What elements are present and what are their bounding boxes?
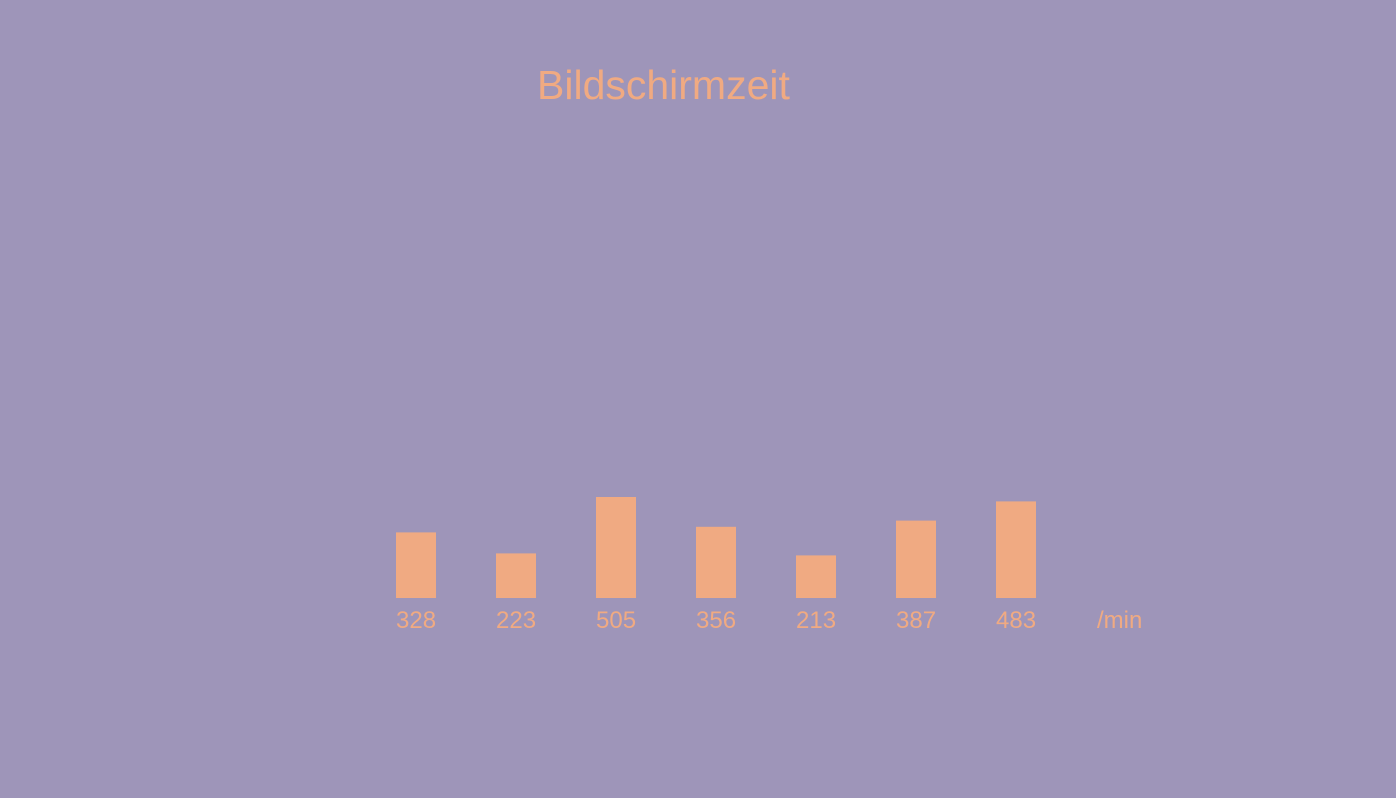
bars-group	[396, 497, 1036, 598]
bar-value-label-4: 356	[696, 607, 736, 634]
bar-value-label-3: 505	[596, 607, 636, 634]
bar-value-label-7: 483	[996, 607, 1036, 634]
bar-value-label-2: 223	[496, 607, 536, 634]
bar-6	[896, 520, 936, 598]
bar-value-label-1: 328	[396, 607, 436, 634]
bar-value-label-5: 213	[796, 607, 836, 634]
bar-2	[496, 553, 536, 598]
chart-title: Bildschirmzeit	[537, 62, 790, 108]
bar-5	[796, 555, 836, 598]
bar-7	[996, 501, 1036, 598]
bar-1	[396, 532, 436, 598]
bar-3	[596, 497, 636, 598]
unit-label: /min	[1097, 607, 1142, 634]
value-labels-group: 328 223 505 356 213 387 483	[396, 607, 1036, 634]
bar-value-label-6: 387	[896, 607, 936, 634]
bar-4	[696, 526, 736, 598]
